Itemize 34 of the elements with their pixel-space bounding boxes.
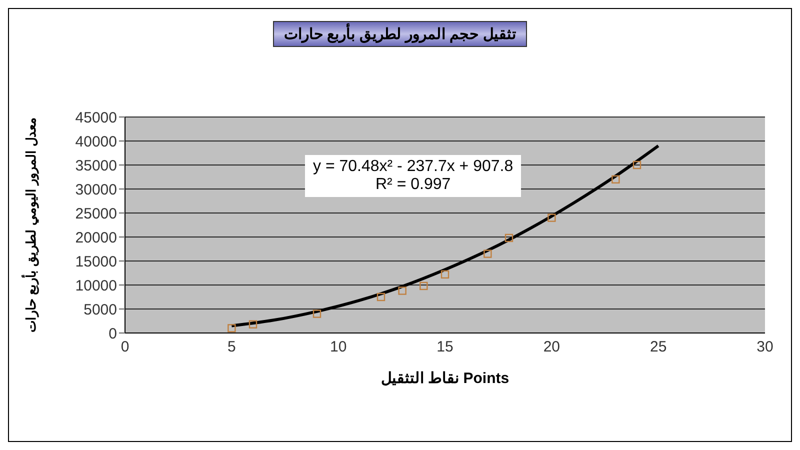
x-tick-label: 5: [227, 338, 236, 356]
x-tick-label: 30: [756, 338, 774, 356]
y-tick-label: 45000: [75, 109, 117, 126]
x-axis-title: نقاط التثقيل Points: [380, 370, 510, 387]
x-tick-label: 10: [330, 338, 347, 356]
x-tick-label: 0: [120, 338, 130, 356]
y-tick-label: 20000: [75, 229, 117, 246]
x-tick-label: 25: [650, 338, 667, 356]
point: [248, 320, 258, 328]
x-tick-label: 20: [543, 338, 560, 356]
point: [440, 270, 450, 279]
point: [612, 175, 620, 184]
y-tick-label: 5000: [84, 301, 117, 318]
y-tick-label: 30000: [75, 181, 117, 198]
point: [548, 214, 556, 222]
y-axis-title: معدل المرور اليومي لطريق بأربع حارات: [22, 117, 40, 333]
chart-title: تثقيل حجم المرور لطريق بأربع حارات: [273, 21, 527, 47]
point: [632, 160, 642, 170]
point: [398, 286, 406, 295]
y-tick-label: 40000: [75, 133, 117, 150]
point: [484, 250, 492, 258]
point: [504, 234, 514, 242]
annotation: R² = 0.997: [374, 176, 452, 194]
y-tick-label: 0: [108, 325, 117, 342]
y-tick-label: 35000: [75, 157, 117, 174]
y-tick-label: 10000: [75, 277, 117, 294]
x-tick-label: 15: [436, 338, 454, 356]
point: [312, 310, 322, 318]
annotation: y = 70.48x² - 237.7x + 907.8: [313, 158, 514, 176]
point: [228, 324, 236, 332]
point: [420, 282, 428, 290]
y-tick-label: 15000: [75, 253, 117, 270]
y-tick-label: 25000: [75, 205, 117, 222]
point: [376, 292, 386, 302]
